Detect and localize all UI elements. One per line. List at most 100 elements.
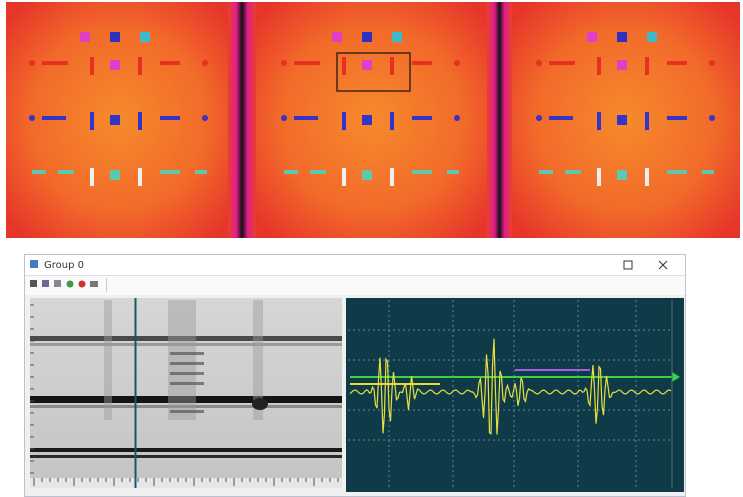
marker-dash	[294, 116, 318, 120]
marker-square	[362, 115, 372, 125]
marker-square	[80, 32, 90, 42]
a-scan-view	[346, 298, 684, 492]
indication	[168, 300, 196, 420]
marker-dash	[412, 170, 432, 174]
thermal-image	[6, 2, 740, 238]
marker-dash	[160, 116, 180, 120]
title-bar	[25, 255, 685, 275]
marker-bar	[597, 57, 601, 75]
marker-bar	[90, 168, 94, 186]
marker-square	[140, 32, 150, 42]
indication-band	[170, 382, 204, 385]
marker-dash	[549, 116, 573, 120]
marker-dash	[310, 170, 326, 174]
tool-icon[interactable]	[42, 280, 49, 287]
marker-square	[362, 170, 372, 180]
marker-dash	[160, 170, 180, 174]
marker-dash	[42, 61, 68, 65]
seam-stripe	[487, 2, 512, 238]
marker-dot	[536, 115, 542, 121]
window-title: Group 0	[44, 260, 84, 271]
marker-dash	[32, 170, 46, 174]
indication-band	[170, 372, 204, 375]
marker-bar	[138, 57, 142, 75]
indication-band	[170, 410, 204, 413]
echo-band	[30, 455, 342, 458]
marker-dash	[284, 170, 298, 174]
marker-bar	[390, 168, 394, 186]
marker-dash	[667, 170, 687, 174]
marker-square	[392, 32, 402, 42]
marker-dash	[58, 170, 74, 174]
marker-dash	[160, 61, 180, 65]
marker-bar	[138, 168, 142, 186]
marker-dash	[412, 61, 432, 65]
marker-square	[110, 170, 120, 180]
marker-bar	[342, 168, 346, 186]
tool-icon[interactable]	[79, 281, 86, 288]
marker-dot	[281, 60, 287, 66]
indication-blob	[252, 398, 268, 410]
marker-square	[362, 32, 372, 42]
marker-square	[110, 115, 120, 125]
marker-square	[617, 170, 627, 180]
marker-dot	[202, 60, 208, 66]
marker-dash	[565, 170, 581, 174]
tool-icon[interactable]	[67, 281, 74, 288]
marker-dash	[667, 116, 687, 120]
tool-icon[interactable]	[54, 280, 61, 287]
marker-dash	[667, 61, 687, 65]
tool-icon[interactable]	[30, 280, 37, 287]
marker-dot	[454, 115, 460, 121]
marker-bar	[90, 57, 94, 75]
marker-dot	[454, 60, 460, 66]
indication	[104, 300, 112, 420]
marker-dash	[549, 61, 575, 65]
marker-bar	[390, 57, 394, 75]
marker-dot	[29, 60, 35, 66]
indication-band	[170, 352, 204, 355]
tool-icon[interactable]	[90, 281, 98, 287]
seam-stripe	[228, 2, 256, 238]
window-icon	[30, 260, 38, 268]
a-scan-plot	[346, 298, 684, 492]
marker-bar	[342, 57, 346, 75]
marker-square	[110, 32, 120, 42]
marker-bar	[390, 112, 394, 130]
marker-square	[617, 115, 627, 125]
b-scan-view	[30, 298, 342, 488]
marker-dot	[202, 115, 208, 121]
marker-dash	[539, 170, 553, 174]
marker-dot	[29, 115, 35, 121]
marker-dash	[195, 170, 207, 174]
marker-dash	[412, 116, 432, 120]
marker-square	[617, 60, 627, 70]
marker-bar	[90, 112, 94, 130]
marker-square	[332, 32, 342, 42]
marker-square	[647, 32, 657, 42]
marker-dot	[536, 60, 542, 66]
screen: Group 0	[0, 0, 743, 497]
marker-bar	[645, 57, 649, 75]
marker-dash	[294, 61, 320, 65]
marker-bar	[138, 112, 142, 130]
marker-dot	[709, 115, 715, 121]
marker-bar	[597, 112, 601, 130]
marker-square	[362, 60, 372, 70]
marker-bar	[342, 112, 346, 130]
echo-band	[30, 448, 342, 452]
indication-band	[170, 362, 204, 365]
marker-square	[617, 32, 627, 42]
marker-dash	[702, 170, 714, 174]
marker-bar	[645, 168, 649, 186]
marker-dash	[447, 170, 459, 174]
group-window: Group 0	[25, 255, 686, 497]
marker-dash	[42, 116, 66, 120]
marker-square	[587, 32, 597, 42]
marker-bar	[645, 112, 649, 130]
page: {"window": {"title": "Group 0"}}	[0, 0, 743, 497]
marker-dot	[709, 60, 715, 66]
marker-dot	[281, 115, 287, 121]
marker-square	[110, 60, 120, 70]
marker-bar	[597, 168, 601, 186]
